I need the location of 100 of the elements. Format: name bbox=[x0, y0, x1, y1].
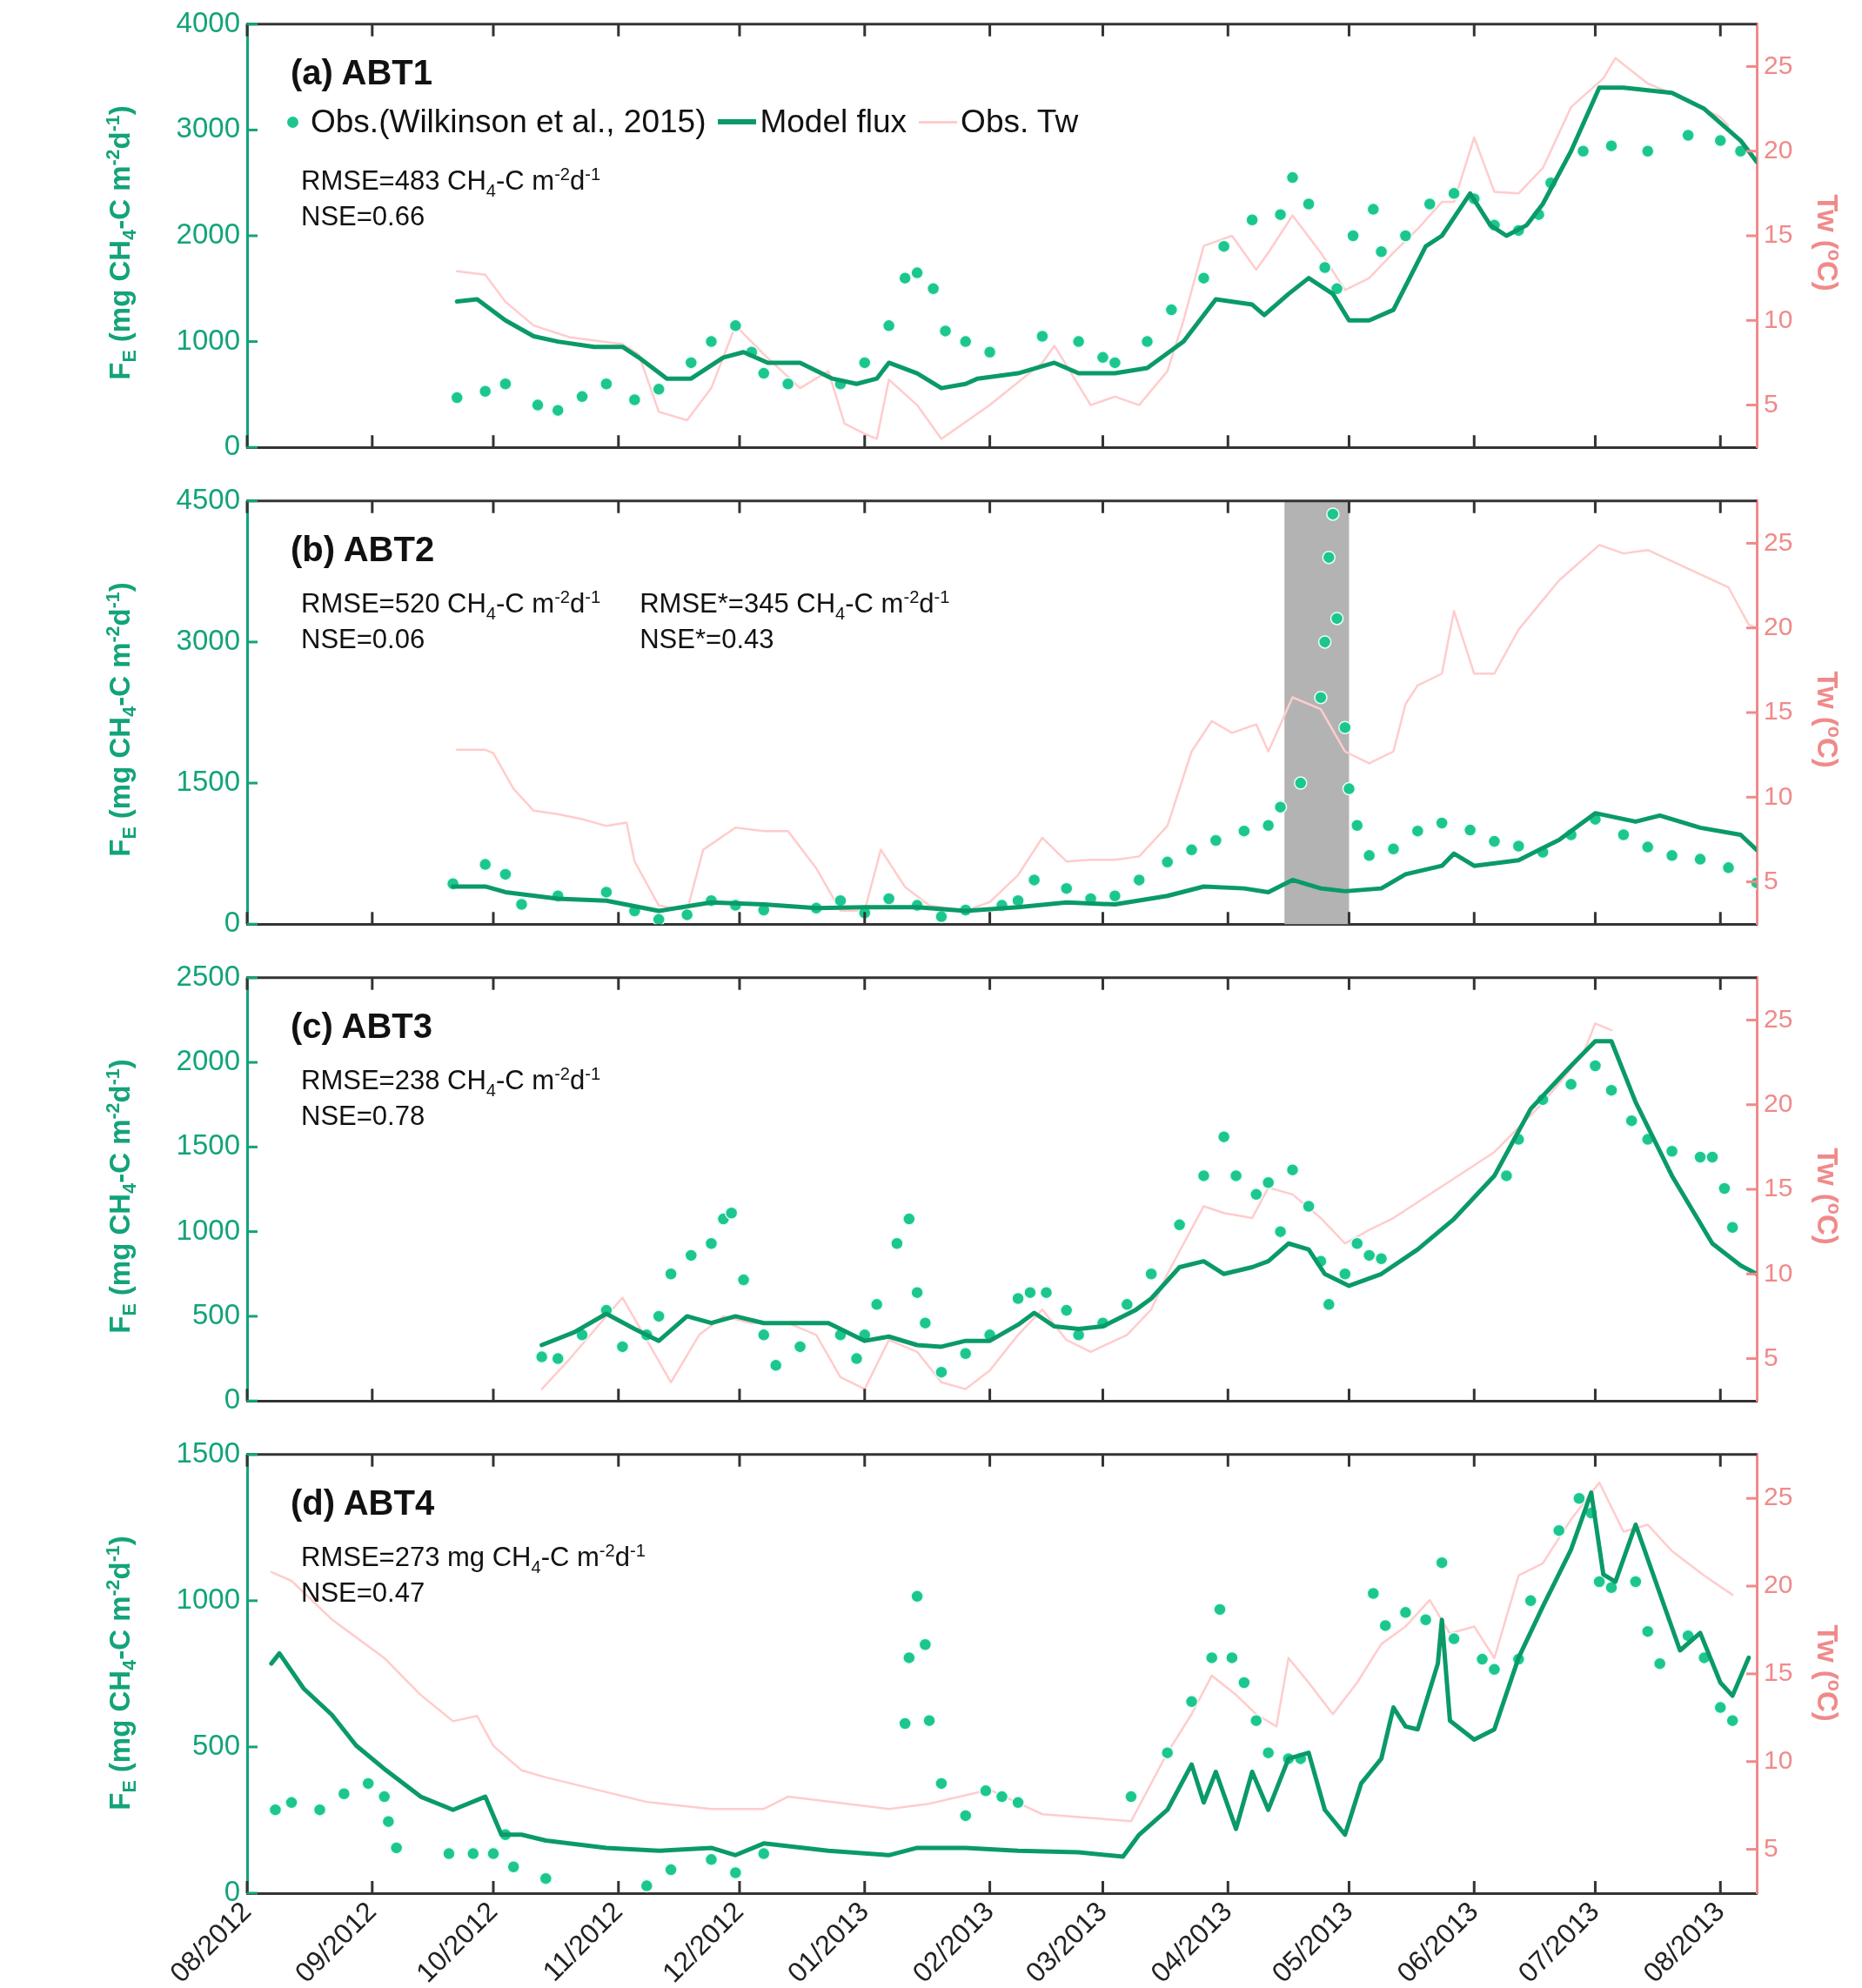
y2-tick-label: 5 bbox=[1764, 388, 1778, 418]
point bbox=[1423, 197, 1437, 211]
point bbox=[1302, 197, 1316, 211]
point bbox=[926, 282, 941, 296]
annotation: RMSE*=345 CH$_{4}$-C m$^{-2}$d$^{-1}$ bbox=[640, 587, 950, 624]
point bbox=[1095, 351, 1110, 365]
point bbox=[1071, 334, 1086, 349]
text: (b) ABT2 bbox=[291, 530, 435, 569]
point bbox=[1317, 260, 1332, 275]
point bbox=[1330, 612, 1344, 626]
point bbox=[1326, 507, 1340, 521]
point bbox=[1604, 138, 1618, 153]
point bbox=[1285, 171, 1300, 184]
point bbox=[1693, 852, 1707, 867]
y2-tick-label: 20 bbox=[1764, 1570, 1793, 1599]
point bbox=[1617, 827, 1631, 842]
point bbox=[652, 382, 666, 397]
y2-tick-label: 10 bbox=[1764, 1745, 1793, 1775]
y2-tick-label: 15 bbox=[1764, 696, 1793, 726]
point bbox=[1059, 881, 1074, 895]
y2-tick-label: 15 bbox=[1764, 219, 1793, 249]
point bbox=[1273, 207, 1288, 222]
text: (d) ABT4 bbox=[291, 1483, 435, 1523]
point bbox=[1164, 303, 1179, 317]
annotation: NSE=0.06 bbox=[301, 623, 426, 655]
y-tick-label: 0 bbox=[224, 429, 240, 462]
annotation: NSE=0.78 bbox=[301, 1100, 426, 1132]
point bbox=[898, 271, 912, 285]
point bbox=[1463, 823, 1477, 837]
point bbox=[1681, 128, 1695, 143]
point bbox=[834, 894, 847, 907]
point bbox=[627, 392, 642, 407]
point bbox=[982, 345, 997, 359]
annotation: NSE=0.47 bbox=[301, 1576, 426, 1609]
point bbox=[1386, 841, 1401, 856]
point bbox=[881, 892, 896, 906]
point bbox=[1035, 329, 1049, 344]
point bbox=[1374, 244, 1389, 258]
y2-tick-label: 20 bbox=[1764, 1088, 1793, 1117]
point bbox=[1184, 843, 1199, 857]
point bbox=[1314, 690, 1328, 705]
point bbox=[1245, 213, 1259, 227]
y-tick-label: 3000 bbox=[176, 624, 240, 657]
annotation: RMSE=238 CH$_{4}$-C m$^{-2}$d$^{-1}$ bbox=[301, 1064, 601, 1101]
y-tick-label: 1500 bbox=[176, 1128, 240, 1161]
y-tick-label: 500 bbox=[191, 1298, 240, 1331]
point bbox=[1362, 848, 1376, 863]
y2-tick-label: 10 bbox=[1764, 780, 1793, 810]
text: (c) ABT3 bbox=[291, 1007, 432, 1046]
point bbox=[680, 907, 694, 922]
y2-tick-label: 25 bbox=[1764, 1482, 1793, 1511]
point bbox=[1350, 818, 1364, 833]
point bbox=[1108, 356, 1122, 370]
legend-label: Obs. Tw bbox=[961, 104, 1079, 140]
point bbox=[1721, 860, 1736, 875]
point bbox=[1330, 282, 1344, 296]
point bbox=[1108, 889, 1122, 903]
annotation: RMSE=520 CH$_{4}$-C m$^{-2}$d$^{-1}$ bbox=[301, 587, 601, 624]
point bbox=[1216, 239, 1231, 253]
point bbox=[1338, 720, 1352, 735]
point bbox=[1132, 873, 1146, 887]
y2-tick-label: 25 bbox=[1764, 526, 1793, 556]
point bbox=[1273, 800, 1288, 814]
y-tick-label: 0 bbox=[224, 906, 240, 939]
point bbox=[1237, 824, 1251, 838]
point bbox=[1366, 202, 1381, 217]
point bbox=[757, 366, 771, 380]
y-tick-label: 4000 bbox=[176, 5, 240, 38]
point bbox=[1487, 834, 1502, 848]
y-tick-label: 2000 bbox=[176, 1044, 240, 1077]
point bbox=[478, 385, 492, 398]
point bbox=[1641, 144, 1655, 158]
y2-tick-label: 25 bbox=[1764, 1003, 1793, 1033]
point bbox=[1641, 840, 1655, 854]
point bbox=[599, 377, 613, 391]
point bbox=[934, 909, 948, 924]
point bbox=[881, 318, 896, 333]
y2-tick-label: 5 bbox=[1764, 1832, 1778, 1862]
point bbox=[1322, 550, 1336, 565]
point bbox=[938, 324, 953, 338]
y-tick-label: 1000 bbox=[176, 1582, 240, 1615]
point bbox=[1398, 229, 1413, 243]
y-tick-label: 3000 bbox=[176, 111, 240, 144]
point bbox=[684, 356, 699, 370]
point bbox=[551, 403, 565, 418]
point bbox=[575, 390, 589, 404]
y2-tick-label: 15 bbox=[1764, 1173, 1793, 1202]
y2-tick-label: 10 bbox=[1764, 1257, 1793, 1287]
point bbox=[514, 897, 529, 912]
y-tick-label: 1000 bbox=[176, 1213, 240, 1246]
y2-tick-label: 25 bbox=[1764, 50, 1793, 79]
y-tick-label: 1500 bbox=[176, 765, 240, 798]
y2-tick-label: 5 bbox=[1764, 865, 1778, 894]
legend-label: Model flux bbox=[760, 104, 908, 140]
point bbox=[1160, 855, 1175, 869]
y-tick-label: 4500 bbox=[176, 482, 240, 515]
point bbox=[1261, 818, 1276, 833]
point bbox=[858, 356, 872, 370]
point bbox=[1317, 635, 1332, 649]
point bbox=[1342, 781, 1356, 796]
